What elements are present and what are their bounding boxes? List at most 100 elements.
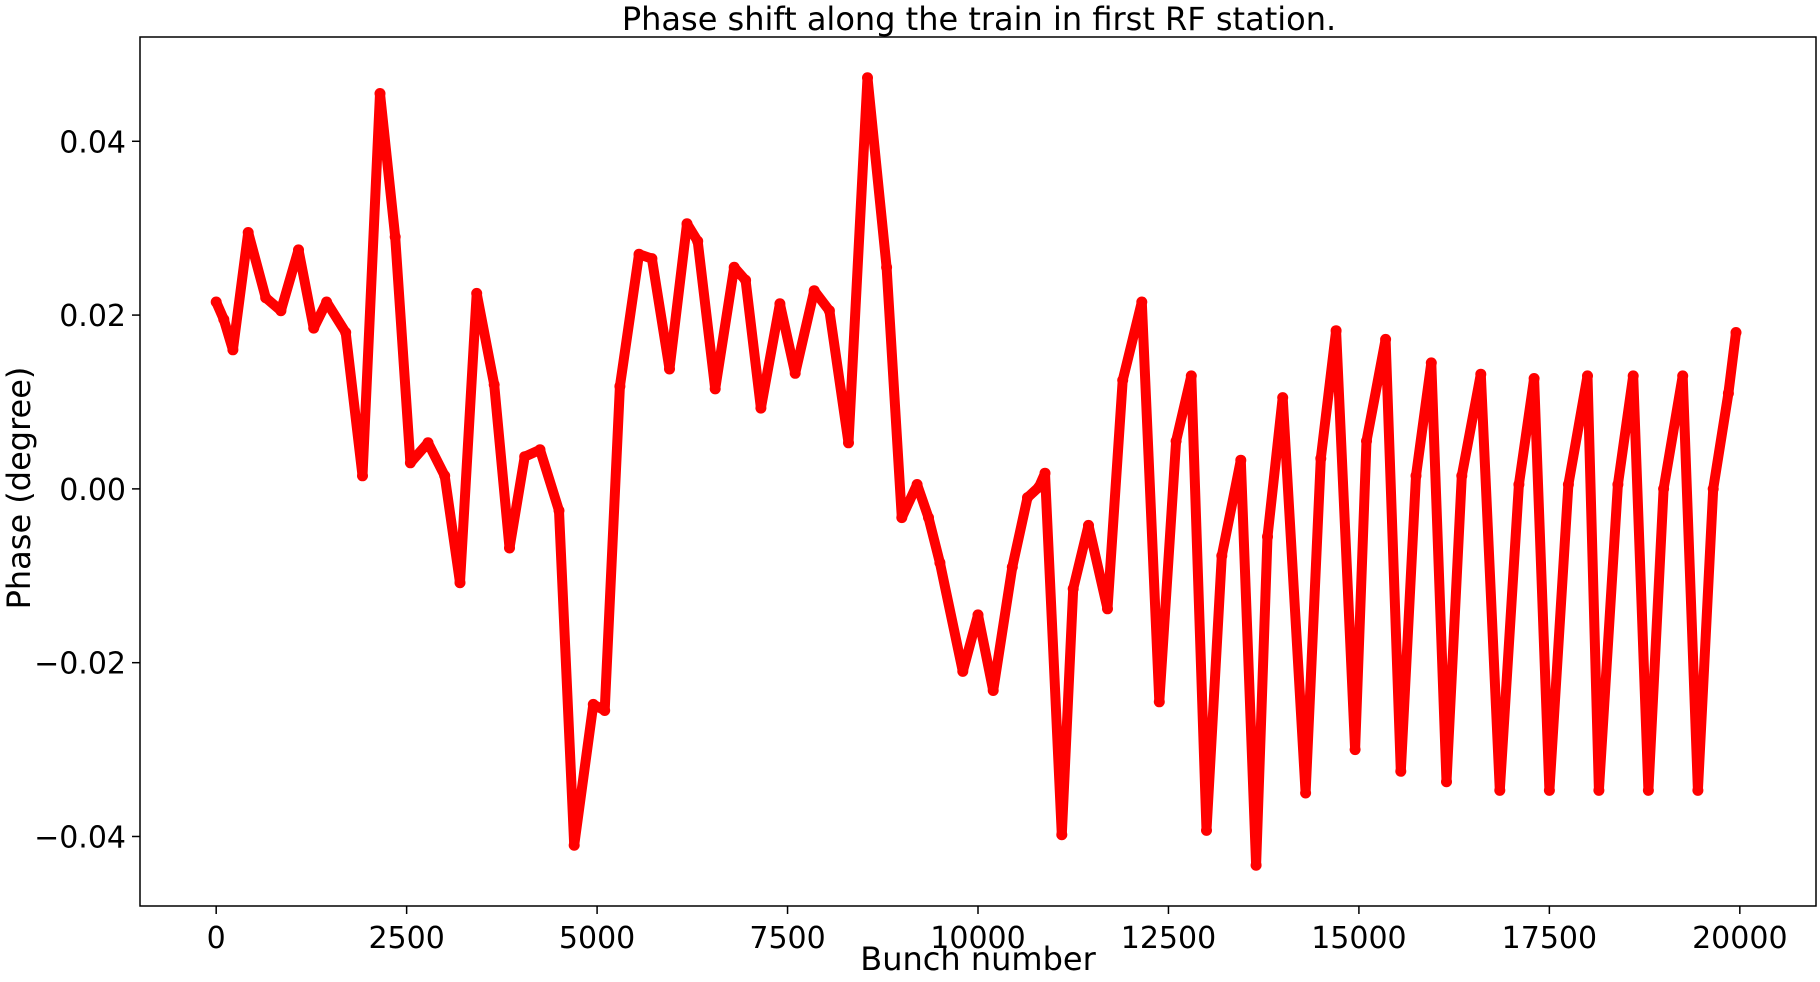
data-point bbox=[471, 287, 483, 299]
data-point bbox=[488, 379, 500, 391]
data-point bbox=[260, 292, 272, 304]
data-point bbox=[1361, 435, 1372, 447]
data-point bbox=[823, 305, 835, 317]
y-tick-label: 0.02 bbox=[59, 299, 126, 334]
data-point bbox=[357, 470, 368, 482]
x-tick-label: 7500 bbox=[749, 921, 825, 956]
data-point bbox=[1528, 373, 1540, 384]
data-point bbox=[1262, 531, 1273, 543]
data-point bbox=[957, 665, 969, 677]
data-point bbox=[1722, 387, 1734, 399]
data-point bbox=[681, 218, 693, 230]
data-point bbox=[534, 444, 546, 456]
data-point bbox=[1039, 467, 1051, 479]
y-axis: 0.04 0.02 0.00 −0.02 −0.04 bbox=[34, 125, 140, 855]
data-point bbox=[1083, 519, 1094, 531]
data-point bbox=[1395, 765, 1407, 777]
data-point bbox=[218, 313, 230, 325]
data-point bbox=[1102, 603, 1113, 615]
data-point bbox=[692, 235, 704, 247]
chart-title: Phase shift along the train in first RF … bbox=[622, 0, 1336, 38]
data-point bbox=[389, 231, 401, 243]
data-point bbox=[972, 609, 984, 621]
data-point bbox=[614, 380, 626, 392]
data-point bbox=[1494, 784, 1506, 796]
data-point bbox=[1642, 784, 1654, 796]
data-point bbox=[1410, 470, 1422, 482]
data-point bbox=[599, 705, 611, 716]
data-point bbox=[1056, 829, 1068, 841]
x-tick-label: 2500 bbox=[368, 921, 444, 956]
data-point bbox=[439, 470, 451, 482]
data-point bbox=[1136, 296, 1148, 308]
data-point bbox=[896, 512, 908, 524]
data-point bbox=[843, 437, 854, 449]
data-point bbox=[1117, 374, 1129, 386]
data-point bbox=[728, 261, 740, 273]
data-point bbox=[1441, 776, 1452, 788]
data-point bbox=[1277, 392, 1289, 404]
data-point bbox=[1315, 453, 1327, 464]
data-point bbox=[1513, 479, 1525, 490]
x-tick-label: 20000 bbox=[1692, 921, 1787, 956]
data-point bbox=[789, 367, 801, 379]
x-tick-label: 10000 bbox=[930, 921, 1025, 956]
data-point bbox=[1677, 370, 1689, 382]
data-point bbox=[1380, 333, 1392, 345]
x-tick-label: 0 bbox=[207, 921, 226, 956]
data-point bbox=[308, 322, 320, 334]
data-point bbox=[422, 437, 434, 449]
data-point bbox=[1612, 479, 1624, 490]
data-point bbox=[934, 557, 946, 569]
data-point bbox=[633, 248, 645, 260]
data-point bbox=[808, 285, 820, 297]
data-point bbox=[454, 577, 466, 589]
data-point bbox=[911, 479, 923, 490]
y-axis-label: Phase (degree) bbox=[0, 367, 38, 610]
data-point bbox=[1067, 583, 1079, 595]
data-point bbox=[1658, 483, 1670, 495]
data-point bbox=[1425, 357, 1437, 369]
data-point bbox=[1456, 470, 1468, 482]
data-point bbox=[1730, 327, 1742, 338]
data-point bbox=[1033, 481, 1045, 493]
data-point bbox=[519, 451, 531, 463]
data-point bbox=[1330, 325, 1342, 337]
x-tick-label: 17500 bbox=[1502, 921, 1597, 956]
data-point bbox=[774, 298, 786, 310]
data-point bbox=[340, 327, 352, 338]
data-point bbox=[1582, 370, 1593, 382]
data-point bbox=[755, 402, 767, 414]
data-point bbox=[1593, 784, 1605, 796]
data-point bbox=[740, 274, 752, 286]
x-axis: 0 2500 5000 7500 10000 12500 15000 17500 20000 bbox=[207, 906, 1788, 956]
data-point bbox=[1349, 744, 1361, 756]
y-tick-label: 0.04 bbox=[59, 125, 126, 160]
y-tick-label: −0.02 bbox=[34, 647, 126, 682]
data-point bbox=[374, 88, 386, 99]
data-point bbox=[1300, 787, 1312, 799]
y-tick-label: 0.00 bbox=[59, 473, 126, 508]
data-point bbox=[664, 363, 675, 375]
x-tick-label: 15000 bbox=[1311, 921, 1406, 956]
data-series-points bbox=[210, 72, 1742, 871]
data-point bbox=[568, 839, 580, 851]
data-point bbox=[553, 505, 565, 517]
data-point bbox=[404, 457, 416, 469]
data-point bbox=[881, 261, 893, 273]
data-point bbox=[1627, 370, 1639, 382]
plot-area bbox=[139, 36, 1817, 907]
data-point bbox=[646, 253, 658, 265]
y-tick-label: −0.04 bbox=[34, 820, 126, 855]
data-point bbox=[210, 296, 222, 308]
data-point bbox=[1562, 479, 1574, 490]
x-axis-label: Bunch number bbox=[860, 940, 1096, 978]
data-point bbox=[275, 305, 287, 317]
data-point bbox=[227, 344, 239, 356]
x-tick-label: 5000 bbox=[559, 921, 635, 956]
data-point bbox=[1216, 550, 1228, 562]
data-point bbox=[1707, 483, 1719, 495]
data-point bbox=[321, 296, 333, 308]
data-point bbox=[1153, 696, 1165, 708]
